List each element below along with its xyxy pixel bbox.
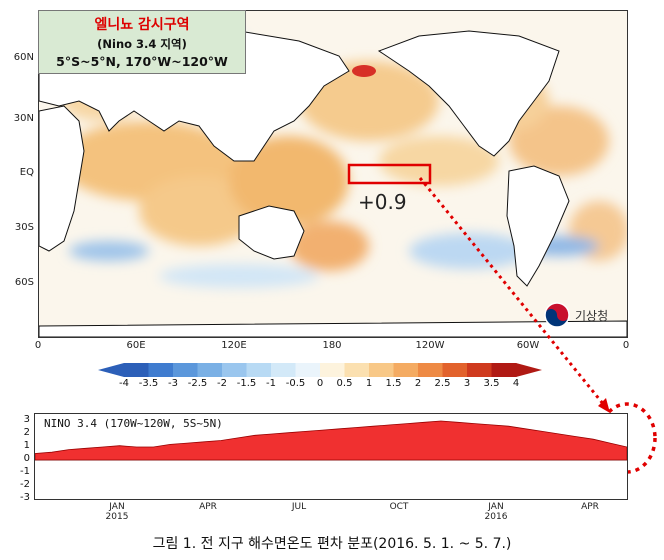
lon-label-180: 180 [322, 340, 342, 351]
colorbar-tick-label: -2.5 [187, 378, 208, 389]
lat-label-60n: 60N [13, 52, 34, 63]
info-title: 엘니뇨 감시구역 [94, 17, 190, 33]
nino-region-info-box: 엘니뇨 감시구역 (Nino 3.4 지역) 5°S~5°N, 170°W~12… [38, 10, 246, 74]
kma-logo-text: 기상청 [575, 309, 609, 323]
colorbar-tick-label: 1 [365, 378, 373, 389]
timeseries-y-tick: 2 [23, 427, 30, 438]
colorbar-segment [344, 363, 370, 377]
colorbar-segment [222, 363, 247, 377]
lon-label-60e: 60E [126, 340, 146, 351]
colorbar-segment [442, 363, 468, 377]
x-tick-month: APR [199, 502, 217, 512]
colorbar-segment [320, 363, 345, 377]
x-tick-year: 2016 [484, 512, 508, 522]
colorbar-segment [418, 363, 443, 377]
colorbar-segment [393, 363, 419, 377]
colorbar-tick-label: -1 [266, 378, 276, 389]
colorbar-tick-label: -3.5 [138, 378, 159, 389]
timeseries-x-tick: APR [581, 502, 599, 512]
lon-label-120e: 120E [221, 340, 247, 351]
colorbar-segment [491, 363, 517, 377]
colorbar-segment [467, 363, 492, 377]
colorbar-segment [124, 363, 149, 377]
colorbar-segment [246, 363, 272, 377]
colorbar-segment [173, 363, 198, 377]
timeseries-x-tick: OCT [390, 502, 409, 512]
timeseries-y-tick: 3 [23, 414, 30, 425]
x-tick-month: JAN [109, 502, 125, 512]
arrow-head [598, 398, 610, 413]
colorbar-tick-label: -2 [217, 378, 227, 389]
colorbar-tick-label: 0.5 [336, 378, 353, 389]
info-subtitle: (Nino 3.4 지역) [97, 37, 187, 51]
colorbar-tick-label: 4 [512, 378, 520, 389]
figure-caption: 그림 1. 전 지구 해수면온도 편차 분포(2016. 5. 1. ~ 5. … [152, 536, 512, 552]
lat-label-60s: 60S [14, 277, 34, 288]
nino34-timeseries [34, 413, 628, 500]
timeseries-y-tick: -1 [20, 466, 30, 477]
colorbar-tick-label: -0.5 [285, 378, 306, 389]
timeseries-y-tick: 0 [23, 453, 30, 464]
timeseries-canvas [35, 420, 627, 461]
x-tick-month: JUL [291, 502, 307, 512]
colorbar-tick-label: 2.5 [434, 378, 451, 389]
nino34-box [347, 163, 432, 185]
timeseries-x-tick: APR [199, 502, 217, 512]
info-range: 5°S~5°N, 170°W~120°W [56, 54, 228, 69]
x-tick-month: OCT [389, 502, 409, 512]
lon-label-60w: 60W [516, 340, 540, 351]
colorbar-segment [271, 363, 296, 377]
colorbar-segment [197, 363, 223, 377]
colorbar-left-arrow [98, 363, 124, 377]
colorbar-tick-label: 1.5 [385, 378, 402, 389]
lon-label-120w: 120W [415, 340, 445, 351]
colorbar-tick-label: 3 [463, 378, 471, 389]
timeseries-x-tick: JUL [292, 502, 306, 512]
colorbar-tick-label: -1.5 [236, 378, 257, 389]
colorbar-tick-label: 3.5 [483, 378, 500, 389]
hot-spot [352, 65, 376, 77]
anomaly-field [59, 26, 627, 288]
lat-label-eq: EQ [19, 167, 34, 178]
colorbar-tick-label: -4 [119, 378, 129, 389]
colorbar-tick-label: 2 [414, 378, 422, 389]
kma-logo: 기상청 [543, 300, 623, 330]
timeseries-y-tick: 1 [23, 440, 30, 451]
lon-label-0: 0 [34, 340, 42, 351]
x-tick-year: 2015 [105, 512, 129, 522]
timeseries-y-tick: -3 [20, 492, 30, 503]
x-tick-month: APR [581, 502, 599, 512]
colorbar-right-arrow [516, 363, 542, 377]
lat-label-30s: 30S [14, 222, 34, 233]
lat-label-30n: 30N [13, 113, 34, 124]
colorbar-tick-label: 0 [316, 378, 324, 389]
x-tick-month: JAN [488, 502, 504, 512]
land-masses [39, 30, 627, 337]
timeseries-area [35, 420, 627, 461]
timeseries-x-tick: JAN 2015 [106, 502, 129, 522]
timeseries-x-tick: JAN 2016 [485, 502, 508, 522]
anomaly-value-label: +0.9 [358, 190, 407, 214]
timeseries-y-tick: -2 [20, 479, 30, 490]
timeseries-title: NINO 3.4 (170W~120W, 5S~5N) [44, 417, 223, 430]
colorbar-segment [148, 363, 174, 377]
colorbar-segment [369, 363, 394, 377]
colorbar [98, 363, 542, 377]
lon-label-0-end: 0 [622, 340, 630, 351]
colorbar-segment [295, 363, 321, 377]
colorbar-tick-label: -3 [168, 378, 178, 389]
kma-logo-icon [544, 302, 570, 328]
